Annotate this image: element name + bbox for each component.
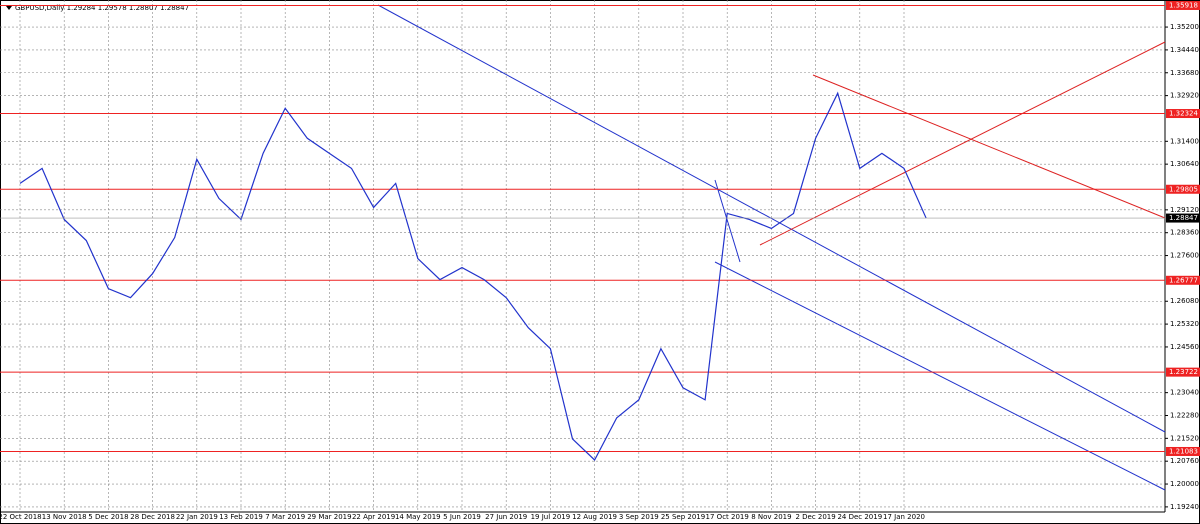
level-label: 1.23722 [1169, 368, 1198, 376]
y-tick-label: 1.35200 [1170, 23, 1199, 31]
trendline [377, 4, 1166, 433]
x-tick-label: 5 Dec 2018 [88, 513, 128, 521]
x-tick-label: 13 Feb 2019 [219, 513, 263, 521]
x-tick-label: 12 Aug 2019 [572, 513, 617, 521]
y-tick-label: 1.34440 [1170, 46, 1199, 54]
chart-title: GBPUSD,Daily 1.29284 1.29578 1.28807 1.2… [15, 4, 189, 12]
x-tick-label: 14 May 2019 [395, 513, 441, 521]
x-tick-label: 13 Nov 2018 [42, 513, 87, 521]
y-tick-label: 1.24560 [1170, 343, 1199, 351]
y-tick-label: 1.23040 [1170, 389, 1199, 397]
y-tick-label: 1.20760 [1170, 457, 1199, 465]
y-tick-label: 1.29120 [1170, 206, 1199, 214]
level-label-box [1166, 0, 1200, 10]
y-tick-label: 1.30640 [1170, 160, 1199, 168]
x-tick-label: 2 Dec 2019 [795, 513, 835, 521]
y-tick-label: 1.28360 [1170, 229, 1199, 237]
y-tick-label: 1.19240 [1170, 503, 1199, 511]
y-tick-label: 1.31400 [1170, 137, 1199, 145]
level-label-box [1166, 109, 1200, 119]
last-price-label: 1.28847 [1169, 214, 1198, 222]
y-tick-label: 1.22280 [1170, 411, 1199, 419]
x-tick-label: 28 Dec 2018 [130, 513, 175, 521]
x-tick-label: 3 Sep 2019 [619, 513, 659, 521]
level-label-box [1166, 367, 1200, 377]
price-line [19, 91, 927, 461]
level-label: 1.32324 [1169, 110, 1198, 118]
level-label-box [1166, 275, 1200, 285]
y-tick-label: 1.25320 [1170, 320, 1199, 328]
x-tick-label: 25 Sep 2019 [661, 513, 705, 521]
x-tick-label: 7 Mar 2019 [265, 513, 305, 521]
x-tick-label: 5 Jun 2019 [443, 513, 481, 521]
last-price-box [1166, 213, 1200, 223]
level-label-box [1166, 446, 1200, 456]
level-label: 1.26777 [1169, 276, 1198, 284]
y-tick-label: 1.33680 [1170, 69, 1199, 77]
level-label: 1.21083 [1169, 447, 1198, 455]
trendline [759, 41, 1166, 246]
level-label: 1.35918 [1169, 1, 1198, 9]
menu-icon[interactable] [6, 6, 12, 10]
level-label-box [1166, 184, 1200, 194]
x-tick-label: 17 Jan 2020 [883, 513, 925, 521]
y-tick-label: 1.21520 [1170, 434, 1199, 442]
trendline [714, 179, 741, 263]
x-tick-label: 29 Mar 2019 [307, 513, 351, 521]
y-tick-label: 1.32920 [1170, 92, 1199, 100]
x-tick-label: 19 Jul 2019 [531, 513, 571, 521]
x-tick-label: 22 Oct 2018 [0, 513, 42, 521]
x-tick-label: 17 Oct 2019 [706, 513, 749, 521]
x-tick-label: 24 Dec 2019 [837, 513, 882, 521]
y-tick-label: 1.26080 [1170, 297, 1199, 305]
x-tick-label: 8 Nov 2019 [751, 513, 791, 521]
trendline [812, 74, 1166, 219]
trendline [714, 261, 1166, 491]
level-label: 1.29805 [1169, 185, 1198, 193]
x-tick-label: 22 Jan 2019 [176, 513, 218, 521]
x-tick-label: 27 Jun 2019 [485, 513, 527, 521]
y-tick-label: 1.20000 [1170, 480, 1199, 488]
x-tick-label: 22 Apr 2019 [352, 513, 395, 521]
y-tick-label: 1.27600 [1170, 252, 1199, 260]
